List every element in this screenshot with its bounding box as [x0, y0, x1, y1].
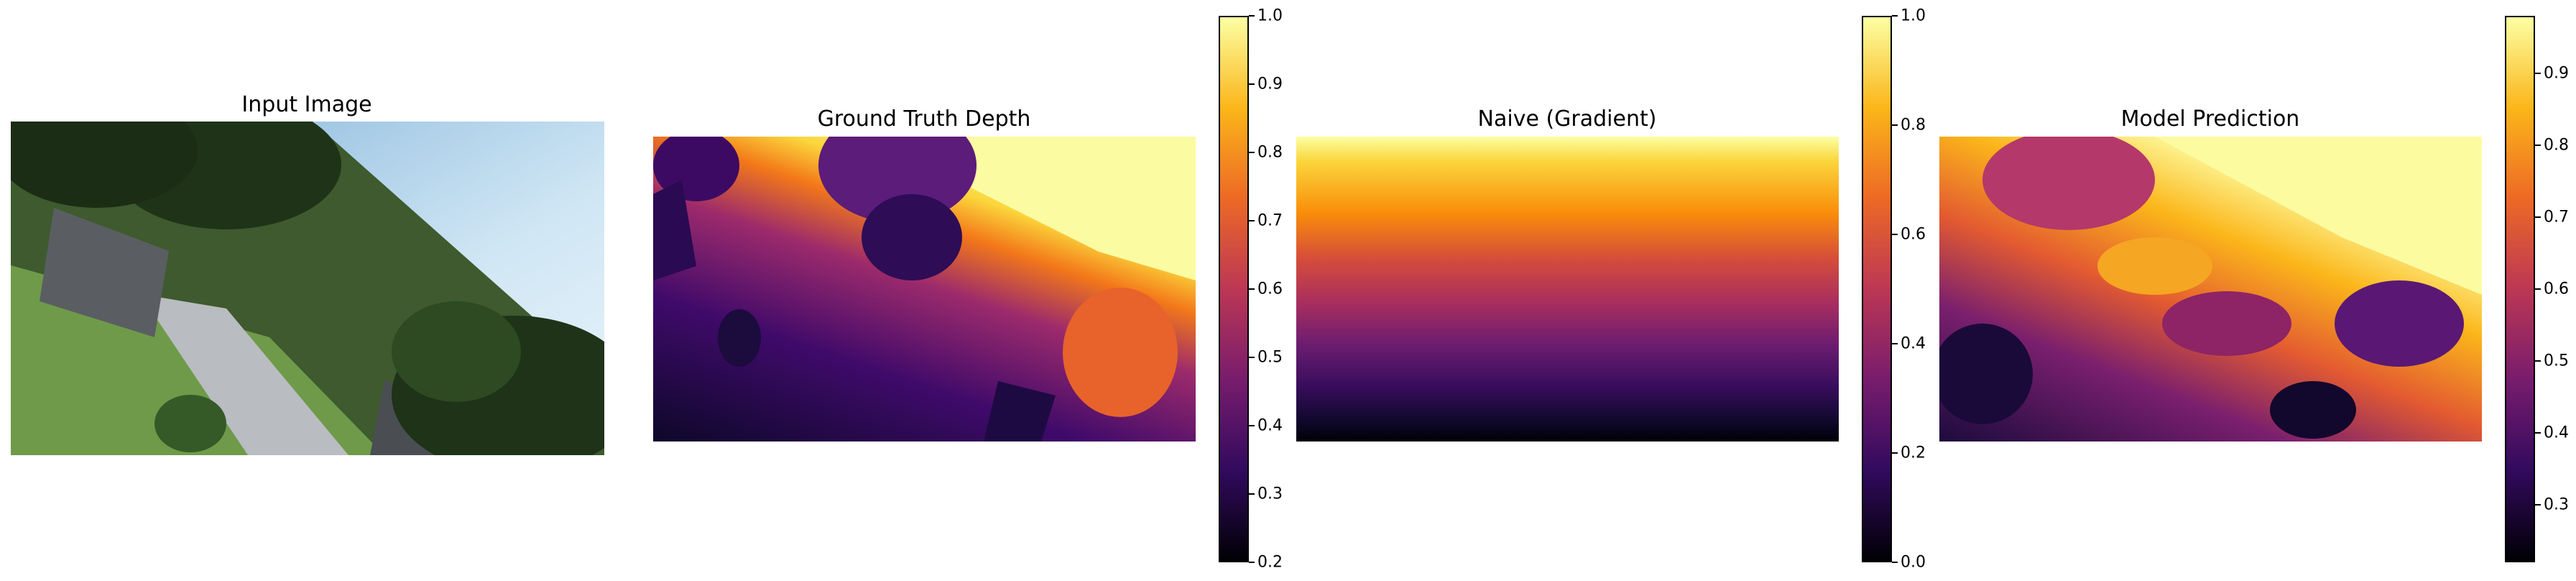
colorbar-tick-mark — [2535, 216, 2541, 218]
colorbar-tick-mark — [1892, 234, 1898, 235]
colorbar-tick-label: 0.6 — [1901, 225, 1926, 244]
colorbar-tick-mark — [1249, 15, 1255, 17]
colorbar-tick-mark — [2535, 73, 2541, 74]
colorbar-tick-mark — [1892, 452, 1898, 454]
panel-title-naive-gradient: Naive (Gradient) — [1477, 106, 1657, 132]
model-prediction-map — [1939, 137, 2482, 442]
colorbar-tick-mark — [2535, 360, 2541, 362]
colorbar-tick-mark — [1249, 357, 1255, 358]
colorbar-tick-mark — [1249, 288, 1255, 290]
colorbar-tick-label: 0.7 — [2544, 208, 2569, 227]
colorbar-tick-label: 0.4 — [2544, 424, 2569, 442]
colorbar-tick-mark — [1892, 15, 1898, 17]
colorbar-tick-mark — [2535, 288, 2541, 290]
colorbar-tick-mark — [1249, 493, 1255, 495]
colorbar-tick-label: 0.4 — [1901, 334, 1926, 353]
colorbar-tick-label: 0.5 — [2544, 352, 2569, 370]
colorbar-tick-label: 0.2 — [1257, 553, 1283, 572]
colorbar-tick-label: 0.8 — [1901, 116, 1926, 134]
colorbar-tick-mark — [1249, 220, 1255, 221]
colorbar-tick-mark — [1249, 83, 1255, 85]
panel-title-input-image: Input Image — [241, 92, 372, 117]
colorbar-tick-mark — [1249, 425, 1255, 426]
colorbar-tick-label: 1.0 — [1901, 6, 1926, 25]
colorbar-model-prediction — [2505, 16, 2535, 562]
colorbar-tick-label: 0.2 — [1901, 444, 1926, 462]
colorbar-tick-label: 0.5 — [1257, 348, 1283, 367]
colorbar-tick-mark — [2535, 504, 2541, 505]
panel-title-model-prediction: Model Prediction — [2120, 106, 2300, 132]
colorbar-tick-label: 1.0 — [1257, 6, 1283, 25]
colorbar-tick-label: 0.0 — [1901, 553, 1926, 572]
colorbar-tick-label: 0.7 — [1257, 211, 1283, 230]
colorbar-tick-label: 0.3 — [2544, 495, 2569, 514]
ground-truth-depth-map — [653, 137, 1196, 442]
colorbar-tick-label: 0.9 — [1257, 75, 1283, 93]
colorbar-tick-mark — [2535, 145, 2541, 146]
colorbar-tick-label: 0.4 — [1257, 416, 1283, 435]
colorbar-tick-label: 0.8 — [1257, 143, 1283, 162]
colorbar-tick-mark — [2535, 432, 2541, 434]
colorbar-tick-mark — [1892, 562, 1898, 563]
colorbar-tick-mark — [1249, 152, 1255, 153]
colorbar-tick-label: 0.9 — [2544, 64, 2569, 83]
colorbar-tick-mark — [1892, 124, 1898, 126]
colorbar-naive-gradient — [1862, 16, 1892, 562]
colorbar-tick-mark — [1249, 562, 1255, 563]
panel-title-ground-truth-depth: Ground Truth Depth — [817, 106, 1031, 132]
colorbar-tick-label: 0.3 — [1257, 485, 1283, 503]
colorbar-tick-label: 0.6 — [1257, 280, 1283, 298]
input-image — [11, 122, 604, 455]
colorbar-tick-label: 0.6 — [2544, 280, 2569, 298]
colorbar-tick-label: 0.8 — [2544, 136, 2569, 155]
colorbar-ground-truth — [1219, 16, 1249, 562]
colorbar-tick-mark — [1892, 343, 1898, 344]
naive-gradient-map — [1296, 137, 1839, 442]
